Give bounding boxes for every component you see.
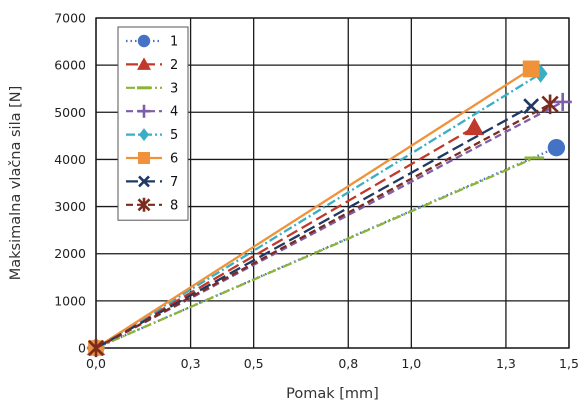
y-tick-label: 5000 — [54, 105, 86, 120]
legend-label-4: 4 — [170, 105, 178, 120]
series-point-2 — [464, 117, 485, 136]
legend-label-7: 7 — [170, 175, 178, 190]
y-tick-label: 1000 — [54, 293, 86, 308]
x-tick-label: 0,3 — [181, 356, 201, 371]
x-tick-label: 0,8 — [338, 356, 358, 371]
series-line-3 — [95, 156, 535, 350]
x-tick-label: 1,0 — [401, 356, 421, 371]
x-tick-label: 1,3 — [496, 356, 516, 371]
y-tick-label: 7000 — [54, 11, 86, 26]
legend-marker-8 — [137, 197, 151, 212]
series-point-4 — [553, 92, 572, 112]
series-8 — [87, 94, 559, 358]
legend-box — [117, 26, 189, 221]
series-point-8 — [87, 338, 105, 358]
x-axis-label: Pomak [mm] — [286, 386, 379, 402]
series-group — [86, 60, 572, 358]
series-point-6 — [522, 60, 540, 78]
y-tick-label: 2000 — [54, 246, 86, 261]
legend-item-5: 5 — [126, 128, 178, 143]
legend-marker-2 — [137, 57, 151, 70]
legend: 1 2 3 4 5 6 7 8 — [117, 26, 189, 221]
legend-marker-1 — [137, 34, 151, 48]
series-line-6 — [95, 67, 532, 349]
legend-label-1: 1 — [170, 35, 178, 50]
legend-label-5: 5 — [170, 128, 178, 143]
legend-marker-4 — [137, 104, 151, 118]
legend-item-2: 2 — [126, 57, 178, 73]
legend-marker-6 — [138, 152, 150, 164]
y-tick-label: 6000 — [54, 58, 86, 73]
y-tick-label: 0 — [78, 341, 86, 356]
series-line-2 — [95, 126, 475, 349]
x-tick-label: 0,0 — [86, 356, 106, 371]
series-line-5 — [95, 72, 542, 349]
plot-border — [95, 17, 570, 349]
legend-item-8: 8 — [126, 197, 178, 213]
series-point-8 — [541, 94, 559, 115]
series-point-5 — [533, 64, 548, 83]
x-tick-label: 1,5 — [559, 356, 579, 371]
series-line-7 — [95, 105, 532, 350]
legend-marker-7 — [138, 175, 150, 188]
legend-label-2: 2 — [170, 58, 178, 73]
legend-item-6: 6 — [126, 152, 178, 167]
y-tick-label: 3000 — [54, 199, 86, 214]
legend-label-3: 3 — [170, 81, 178, 96]
y-tick-label: 4000 — [54, 152, 86, 167]
legend-item-1: 1 — [126, 35, 178, 50]
series-point-1 — [547, 138, 566, 157]
legend-item-3: 3 — [126, 81, 178, 96]
x-tick-label: 0,5 — [244, 356, 264, 371]
y-axis-label: Maksimalna vlačna sila [N] — [8, 86, 24, 281]
legend-item-7: 7 — [126, 175, 178, 190]
legend-label-8: 8 — [170, 198, 178, 213]
axes: 0 1000 2000 3000 4000 5000 6000 7000 0,0 0,3 0,5 0,… — [54, 11, 579, 372]
legend-marker-5 — [139, 128, 149, 142]
series-line-8 — [95, 103, 551, 350]
legend-label-6: 6 — [170, 152, 178, 167]
legend-item-4: 4 — [126, 105, 178, 120]
